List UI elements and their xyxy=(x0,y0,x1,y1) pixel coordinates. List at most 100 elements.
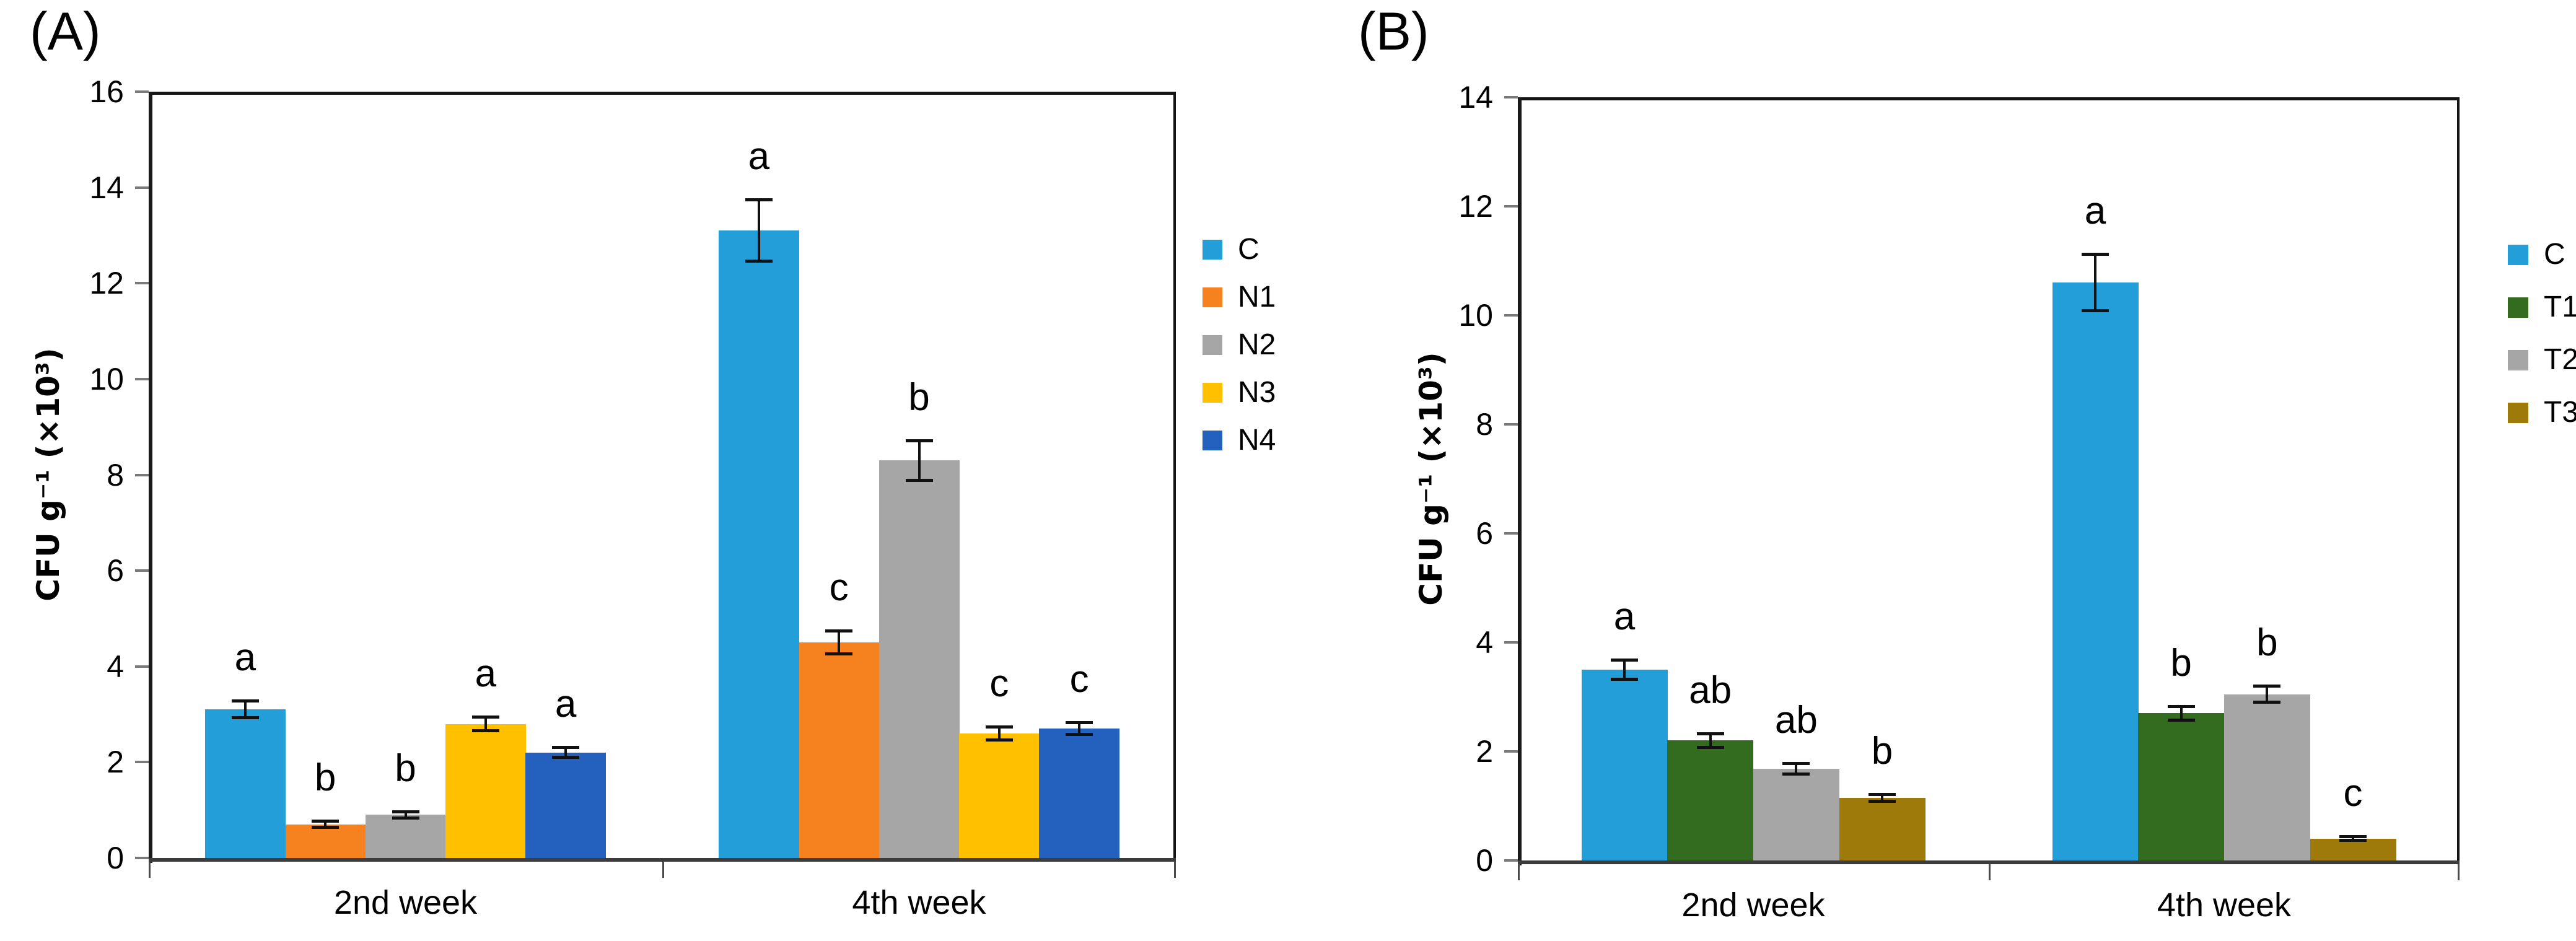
error-bar-cap-bot-b-2nd-week-t2 xyxy=(1782,772,1810,776)
error-bar-a-2nd-week-n1 xyxy=(324,821,327,828)
error-bar-a-4th-week-n4 xyxy=(1078,722,1081,735)
error-bar-cap-bot-b-4th-week-t3 xyxy=(2339,839,2367,843)
y-tick-label-b-14: 14 xyxy=(1458,80,1493,115)
y-tick-b-12 xyxy=(1504,205,1518,208)
sig-letter-a-2nd-week-n2: b xyxy=(395,747,416,790)
legend-label-a-n4: N4 xyxy=(1238,424,1276,457)
error-bar-cap-bot-b-2nd-week-t1 xyxy=(1696,745,1724,749)
bar-a-4th-week-n1 xyxy=(799,642,880,858)
x-tick-a-0 xyxy=(149,862,151,878)
y-tick-b-14 xyxy=(1504,96,1518,98)
error-bar-cap-bot-a-4th-week-n4 xyxy=(1066,733,1093,737)
error-bar-b-4th-week-c xyxy=(2093,254,2096,311)
legend-swatch-a-n2 xyxy=(1203,335,1222,355)
error-bar-a-2nd-week-n2 xyxy=(404,812,407,818)
y-tick-a-16 xyxy=(135,90,149,93)
error-bar-cap-bot-b-2nd-week-c xyxy=(1610,677,1638,681)
panel-label-a: (A) xyxy=(30,2,101,61)
y-tick-b-8 xyxy=(1504,423,1518,426)
x-tick-a-1 xyxy=(662,862,664,878)
error-bar-a-2nd-week-n4 xyxy=(564,747,567,758)
legend-swatch-b-c xyxy=(2508,244,2528,265)
error-bar-cap-bot-b-4th-week-c xyxy=(2081,309,2109,312)
bar-a-2nd-week-n1 xyxy=(285,824,366,858)
plot-frame-top-a xyxy=(149,92,1176,95)
error-bar-b-2nd-week-t3 xyxy=(1881,794,1884,802)
error-bar-cap-top-a-2nd-week-c xyxy=(231,699,259,703)
y-axis-title-b: CFU g⁻¹ (×10³) xyxy=(1413,352,1449,606)
error-bar-cap-top-a-2nd-week-n3 xyxy=(471,715,499,719)
legend-label-b-t2: T2 xyxy=(2544,343,2576,376)
bar-a-4th-week-c xyxy=(719,230,800,858)
y-tick-label-a-6: 6 xyxy=(107,553,124,589)
error-bar-a-4th-week-n2 xyxy=(918,440,921,481)
bar-b-4th-week-t3 xyxy=(2310,838,2396,860)
error-bar-cap-top-a-4th-week-n4 xyxy=(1066,721,1093,725)
x-axis-line-a xyxy=(149,858,1176,862)
sig-letter-b-2nd-week-t2: ab xyxy=(1774,699,1818,742)
y-tick-label-b-6: 6 xyxy=(1476,516,1493,551)
error-bar-cap-top-a-2nd-week-n2 xyxy=(392,810,419,813)
legend-label-b-t1: T1 xyxy=(2544,291,2576,323)
error-bar-cap-bot-a-2nd-week-n3 xyxy=(471,729,499,733)
y-tick-b-2 xyxy=(1504,750,1518,753)
bar-b-2nd-week-c xyxy=(1581,670,1668,860)
legend-swatch-a-n3 xyxy=(1203,383,1222,403)
sig-letter-a-4th-week-n3: c xyxy=(989,662,1009,706)
x-category-label-b-4th-week: 4th week xyxy=(2157,886,2292,924)
legend-label-b-t3: T3 xyxy=(2544,396,2576,429)
error-bar-cap-bot-b-2nd-week-t3 xyxy=(1868,799,1896,803)
error-bar-cap-top-a-2nd-week-n4 xyxy=(552,746,580,750)
error-bar-cap-top-b-2nd-week-t1 xyxy=(1696,732,1724,735)
y-tick-label-b-4: 4 xyxy=(1476,625,1493,660)
error-bar-b-2nd-week-t2 xyxy=(1795,763,1798,774)
bar-a-4th-week-n3 xyxy=(959,733,1040,858)
sig-letter-a-4th-week-n4: c xyxy=(1069,658,1089,701)
y-tick-label-a-0: 0 xyxy=(107,841,124,875)
sig-letter-a-2nd-week-n4: a xyxy=(554,683,577,726)
error-bar-a-4th-week-n3 xyxy=(997,727,1001,740)
legend-swatch-b-t2 xyxy=(2508,349,2528,370)
error-bar-cap-bot-a-2nd-week-n4 xyxy=(552,756,580,759)
bar-a-4th-week-n4 xyxy=(1039,729,1120,858)
error-bar-cap-top-a-4th-week-c xyxy=(745,198,773,201)
error-bar-cap-bot-a-2nd-week-c xyxy=(231,716,259,720)
bar-a-4th-week-n2 xyxy=(878,460,960,858)
error-bar-a-2nd-week-c xyxy=(243,701,247,719)
error-bar-cap-bot-a-4th-week-n1 xyxy=(825,652,853,656)
y-tick-label-a-4: 4 xyxy=(107,649,124,684)
sig-letter-a-4th-week-n1: c xyxy=(829,566,849,609)
y-tick-a-12 xyxy=(135,282,149,285)
error-bar-cap-top-b-2nd-week-t3 xyxy=(1868,792,1896,796)
error-bar-cap-top-a-4th-week-n2 xyxy=(905,439,933,442)
y-tick-label-b-2: 2 xyxy=(1476,734,1493,769)
y-tick-a-4 xyxy=(135,665,149,668)
plot-frame-right-a xyxy=(1173,92,1176,858)
bar-b-2nd-week-t2 xyxy=(1753,769,1839,860)
error-bar-cap-top-b-4th-week-c xyxy=(2081,253,2109,256)
error-bar-cap-bot-a-2nd-week-n2 xyxy=(392,816,419,820)
x-category-label-a-2nd-week: 2nd week xyxy=(333,884,478,921)
error-bar-cap-bot-b-4th-week-t1 xyxy=(2167,718,2195,722)
sig-letter-b-4th-week-t2: b xyxy=(2256,621,2278,665)
legend-swatch-b-t1 xyxy=(2508,297,2528,318)
sig-letter-a-4th-week-n2: b xyxy=(908,375,930,419)
y-tick-label-b-8: 8 xyxy=(1476,407,1493,442)
y-tick-label-a-14: 14 xyxy=(89,170,124,205)
error-bar-b-2nd-week-c xyxy=(1623,660,1626,680)
error-bar-b-4th-week-t2 xyxy=(2266,686,2269,702)
legend-swatch-a-n1 xyxy=(1203,287,1222,307)
panel-label-b: (B) xyxy=(1358,2,1429,61)
y-tick-b-6 xyxy=(1504,532,1518,535)
sig-letter-a-2nd-week-c: a xyxy=(234,636,256,680)
y-tick-b-0 xyxy=(1504,859,1518,862)
sig-letter-b-2nd-week-t3: b xyxy=(1871,729,1893,772)
y-tick-label-a-8: 8 xyxy=(107,457,124,492)
error-bar-cap-top-a-4th-week-n3 xyxy=(985,725,1013,729)
sig-letter-a-4th-week-c: a xyxy=(748,134,770,178)
error-bar-cap-bot-b-4th-week-t2 xyxy=(2253,700,2281,704)
error-bar-cap-top-b-2nd-week-t2 xyxy=(1782,762,1810,766)
x-axis-line-b xyxy=(1518,860,2460,864)
error-bar-cap-top-b-4th-week-t2 xyxy=(2253,685,2281,688)
